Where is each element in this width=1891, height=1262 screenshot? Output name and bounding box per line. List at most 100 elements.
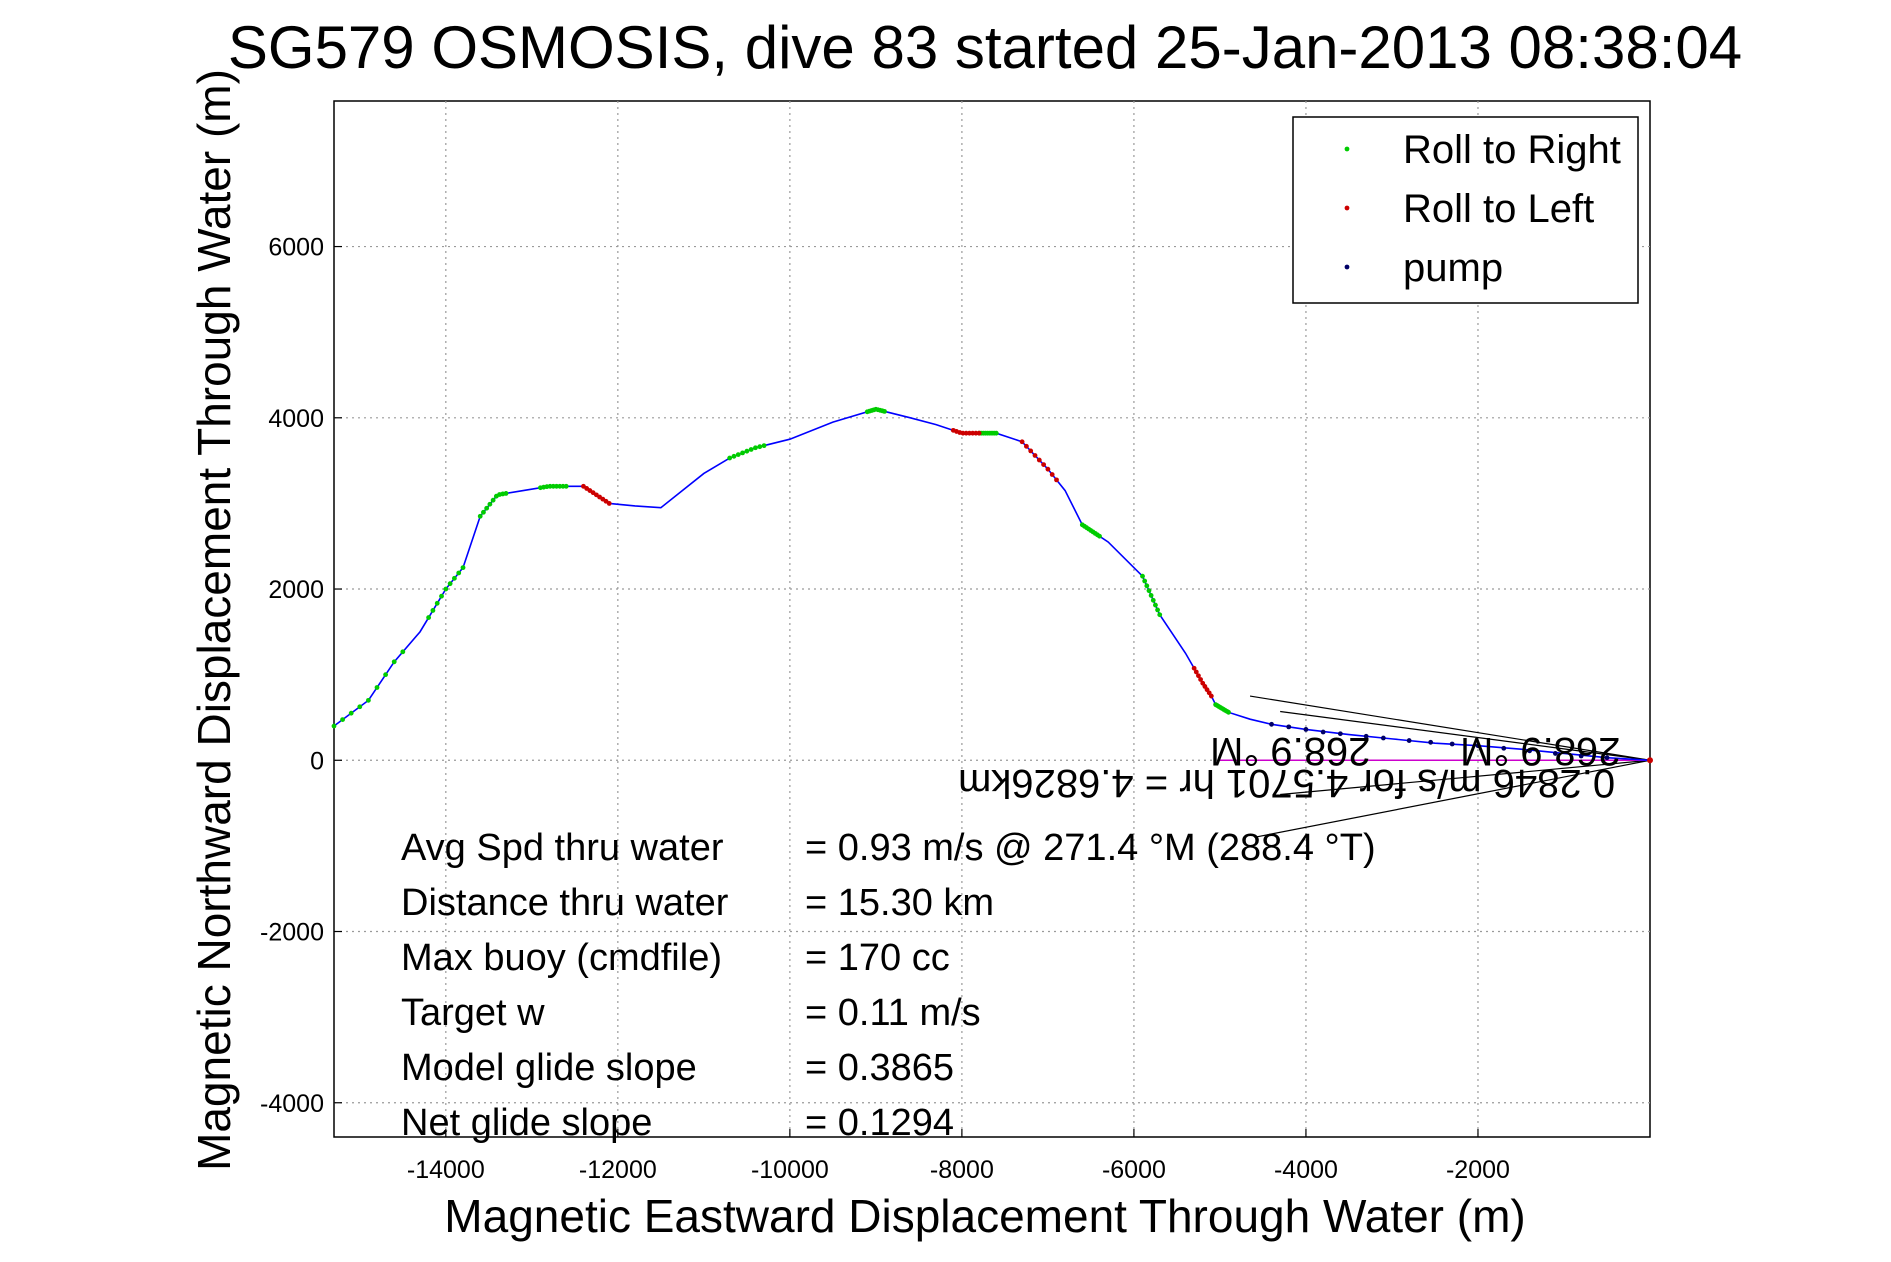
roll-right-point bbox=[447, 581, 453, 587]
roll-right-point bbox=[452, 575, 457, 581]
roll-right-point bbox=[1150, 597, 1156, 603]
roll-left-point bbox=[1019, 439, 1025, 445]
pump-point bbox=[1501, 745, 1507, 751]
roll-right-point bbox=[443, 586, 449, 592]
stat-value: = 0.93 m/s @ 271.4 °M (288.4 °T) bbox=[805, 827, 1376, 869]
series-layer bbox=[331, 406, 1653, 838]
roll-right-point bbox=[563, 483, 569, 489]
roll-right-point bbox=[331, 723, 337, 729]
roll-left-point bbox=[1054, 477, 1059, 483]
x-tick-label: -8000 bbox=[930, 1156, 994, 1184]
roll-right-point bbox=[1146, 588, 1152, 594]
roll-right-point bbox=[882, 408, 887, 414]
roll-right-point bbox=[1157, 612, 1163, 618]
pump-point bbox=[1380, 735, 1386, 741]
current-vector-line bbox=[1254, 759, 1651, 838]
roll-right-point bbox=[727, 455, 733, 461]
pump-point bbox=[1449, 741, 1455, 747]
x-tick-labels: -14000 -12000 -10000 -8000 -6000 -4000 -2000 bbox=[407, 1156, 1510, 1184]
roll-left-point bbox=[1036, 457, 1042, 463]
roll-right-point bbox=[731, 453, 737, 459]
roll-right-point bbox=[1144, 583, 1150, 589]
roll-right-point bbox=[426, 615, 432, 620]
x-axis-label: Magnetic Eastward Displacement Through W… bbox=[444, 1190, 1525, 1242]
stat-label: Target w bbox=[401, 992, 545, 1034]
current-annotation-heading-1: 268.9 °M bbox=[1210, 729, 1371, 773]
y-tick-label: 2000 bbox=[268, 576, 324, 604]
grid-lines bbox=[334, 101, 1650, 1137]
legend-label: Roll to Right bbox=[1403, 128, 1621, 172]
y-tick-label: 0 bbox=[310, 747, 324, 775]
stats-block: Avg Spd thru water = 0.93 m/s @ 271.4 °M … bbox=[401, 827, 1376, 1144]
roll-left-point bbox=[1208, 693, 1214, 699]
x-tick-label: -10000 bbox=[751, 1156, 829, 1184]
roll-right-point bbox=[340, 717, 346, 723]
roll-right-point bbox=[366, 697, 371, 703]
x-tick-label: -6000 bbox=[1102, 1156, 1166, 1184]
roll-right-point bbox=[1140, 573, 1145, 579]
y-tick-labels: -4000 -2000 0 2000 4000 6000 bbox=[260, 234, 324, 1118]
roll-left-point bbox=[1028, 448, 1034, 454]
y-tick-label: 6000 bbox=[268, 234, 324, 262]
roll-right-point bbox=[434, 600, 440, 606]
roll-right-point bbox=[753, 445, 758, 451]
pump-point bbox=[1527, 748, 1532, 754]
roll-left-point bbox=[1191, 665, 1197, 671]
roll-left-point bbox=[1049, 472, 1055, 477]
roll-right-point bbox=[487, 501, 493, 507]
current-annotation: 0.2846 m/s for 4.5701 hr = 4.6826km 268.… bbox=[958, 729, 1621, 805]
roll-right-point bbox=[484, 505, 490, 511]
roll-right-point bbox=[348, 710, 354, 716]
roll-left-point bbox=[1041, 462, 1047, 467]
pump-point bbox=[1604, 755, 1610, 761]
y-tick-label: -4000 bbox=[260, 1090, 324, 1118]
roll-left-point bbox=[1193, 669, 1199, 675]
roll-right-point bbox=[481, 509, 486, 515]
roll-right-point bbox=[357, 704, 363, 710]
roll-left-point bbox=[1024, 443, 1029, 449]
pump-point bbox=[1303, 727, 1309, 732]
legend-marker bbox=[1344, 146, 1350, 152]
stat-label: Net glide slope bbox=[401, 1102, 652, 1144]
x-tick-label: -2000 bbox=[1446, 1156, 1510, 1184]
legend-box bbox=[1292, 116, 1639, 304]
end-point bbox=[1647, 757, 1653, 764]
stat-label: Distance thru water bbox=[401, 882, 729, 924]
pump-point bbox=[1552, 751, 1558, 756]
roll-right-point bbox=[761, 443, 767, 449]
pump-point bbox=[1428, 739, 1434, 745]
legend: Roll to Right Roll to Left pump bbox=[1292, 116, 1639, 304]
roll-right-point bbox=[744, 448, 750, 454]
chart-title: SG579 OSMOSIS, dive 83 started 25-Jan-20… bbox=[228, 14, 1742, 81]
roll-left-point bbox=[1198, 677, 1203, 682]
roll-right-point bbox=[1148, 593, 1154, 598]
legend-label: pump bbox=[1403, 246, 1503, 290]
roll-left-point bbox=[1196, 673, 1201, 679]
current-vector-line bbox=[1249, 695, 1651, 761]
legend-label: Roll to Left bbox=[1403, 187, 1594, 231]
roll-right-point bbox=[477, 513, 483, 519]
roll-left-point bbox=[1032, 453, 1038, 458]
x-tick-label: -4000 bbox=[1274, 1156, 1338, 1184]
pump-point bbox=[1578, 753, 1584, 759]
roll-right-point bbox=[1226, 709, 1231, 715]
pump-point bbox=[1286, 724, 1292, 730]
pump-point bbox=[1337, 731, 1343, 737]
roll-right-point bbox=[1097, 533, 1102, 539]
roll-right-point bbox=[490, 497, 496, 503]
stat-value: = 0.3865 bbox=[805, 1047, 954, 1089]
legend-marker bbox=[1344, 205, 1350, 211]
legend-marker bbox=[1344, 264, 1350, 270]
y-tick-label: -2000 bbox=[260, 919, 324, 947]
roll-right-point bbox=[383, 672, 389, 678]
y-axis-label: Magnetic Northward Displacement Through … bbox=[188, 69, 240, 1171]
stat-value: = 0.1294 bbox=[805, 1102, 954, 1144]
x-tick-label: -14000 bbox=[407, 1156, 485, 1184]
roll-right-point bbox=[430, 608, 436, 613]
stat-label: Model glide slope bbox=[401, 1047, 697, 1089]
roll-right-point bbox=[993, 430, 999, 436]
pump-point bbox=[1475, 743, 1481, 749]
roll-left-point bbox=[976, 430, 982, 436]
roll-right-point bbox=[1153, 602, 1158, 608]
